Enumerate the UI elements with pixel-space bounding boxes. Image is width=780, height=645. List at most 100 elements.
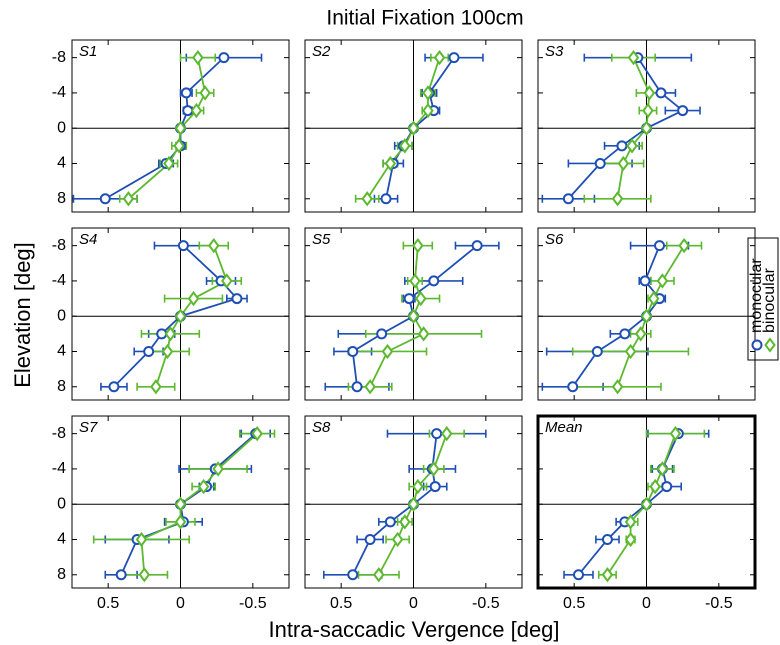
marker (417, 326, 430, 342)
marker (431, 428, 443, 440)
panel-label: S2 (312, 43, 331, 60)
panel: -8 -4 0 4 8 S4 (52, 227, 290, 401)
marker (361, 191, 373, 207)
marker (161, 343, 174, 360)
marker (661, 481, 673, 493)
marker (391, 531, 404, 548)
marker (412, 237, 424, 254)
marker (624, 514, 637, 530)
marker (108, 381, 120, 393)
marker (192, 49, 204, 66)
panel-label: S3 (545, 43, 564, 60)
marker (115, 569, 127, 581)
marker (135, 531, 148, 548)
y-tick-label: 4 (57, 531, 66, 548)
marker (187, 290, 200, 307)
marker (164, 326, 177, 342)
panel: -8 -4 0 4 8 S1 (52, 39, 290, 213)
marker (150, 379, 162, 395)
x-tick-label: 0.5 (97, 595, 119, 612)
y-tick-label: 8 (57, 190, 66, 207)
marker (634, 326, 647, 342)
panel: 0.5 0 -0.5 S8 (304, 415, 523, 612)
y-tick-label: -4 (52, 272, 66, 289)
marker (174, 308, 187, 324)
x-tick-label: 0.5 (330, 595, 352, 612)
panel-frame (71, 415, 290, 589)
marker (656, 461, 669, 477)
legend-label: binocular (761, 267, 778, 333)
y-tick-label: 8 (57, 566, 66, 583)
marker (380, 193, 392, 205)
marker (429, 481, 441, 493)
marker (180, 87, 192, 99)
plot-area (323, 425, 487, 583)
marker (677, 105, 689, 117)
panel: S2 (304, 39, 523, 213)
panel-frame (71, 39, 290, 213)
marker (422, 85, 434, 101)
marker (409, 273, 421, 289)
panel-label: S8 (312, 419, 331, 436)
panel: 0.5 0 -0.5 Mean (536, 414, 757, 612)
marker (649, 478, 661, 495)
legend-marker (764, 337, 776, 353)
panel-label: Mean (545, 419, 583, 436)
marker (678, 237, 690, 254)
marker (643, 85, 656, 101)
y-tick-label: -4 (52, 84, 66, 101)
marker (399, 138, 411, 154)
panel: S3 (537, 39, 756, 213)
marker (591, 345, 603, 357)
panel-frame (71, 227, 290, 401)
marker (567, 381, 579, 393)
marker (122, 191, 135, 207)
marker (412, 478, 424, 495)
marker (347, 345, 359, 357)
panel-frame (537, 227, 756, 401)
x-tick-label: 0 (642, 595, 651, 612)
marker (364, 379, 376, 395)
x-axis-label: Intra-saccadic Vergence [deg] (268, 617, 559, 642)
x-tick-label: -0.5 (239, 595, 267, 612)
plot-area (354, 49, 484, 207)
legend-marker (751, 339, 763, 351)
marker (616, 140, 628, 152)
marker (624, 343, 637, 360)
marker (199, 85, 211, 101)
marker (251, 425, 263, 442)
marker (617, 155, 630, 172)
marker (138, 567, 151, 583)
plot-area (541, 237, 703, 395)
legend-box (747, 237, 779, 361)
marker (197, 478, 210, 495)
marker (441, 425, 453, 442)
y-tick-label: -4 (52, 460, 66, 477)
marker (373, 567, 385, 583)
marker (381, 343, 394, 360)
marker (376, 328, 388, 340)
marker (231, 293, 243, 305)
marker (99, 193, 111, 205)
marker (601, 567, 614, 583)
marker (647, 290, 660, 307)
marker (655, 87, 667, 99)
marker (173, 138, 185, 154)
marker (190, 102, 203, 119)
marker (407, 120, 420, 136)
x-tick-label: 0.5 (563, 595, 585, 612)
panel-frame (304, 415, 523, 589)
chart-title: Initial Fixation 100cm (326, 7, 523, 30)
y-tick-label: 8 (57, 378, 66, 395)
marker (639, 275, 651, 287)
marker (471, 240, 483, 252)
plot-area (100, 237, 248, 395)
panel-label: S7 (79, 419, 98, 436)
panel: 0.5 0 -0.5 -8 -4 0 4 8 S7 (52, 415, 290, 612)
marker (640, 308, 653, 324)
panel-frame (536, 414, 757, 590)
marker (218, 52, 230, 64)
marker (642, 102, 654, 119)
panel-label: S6 (545, 231, 564, 248)
